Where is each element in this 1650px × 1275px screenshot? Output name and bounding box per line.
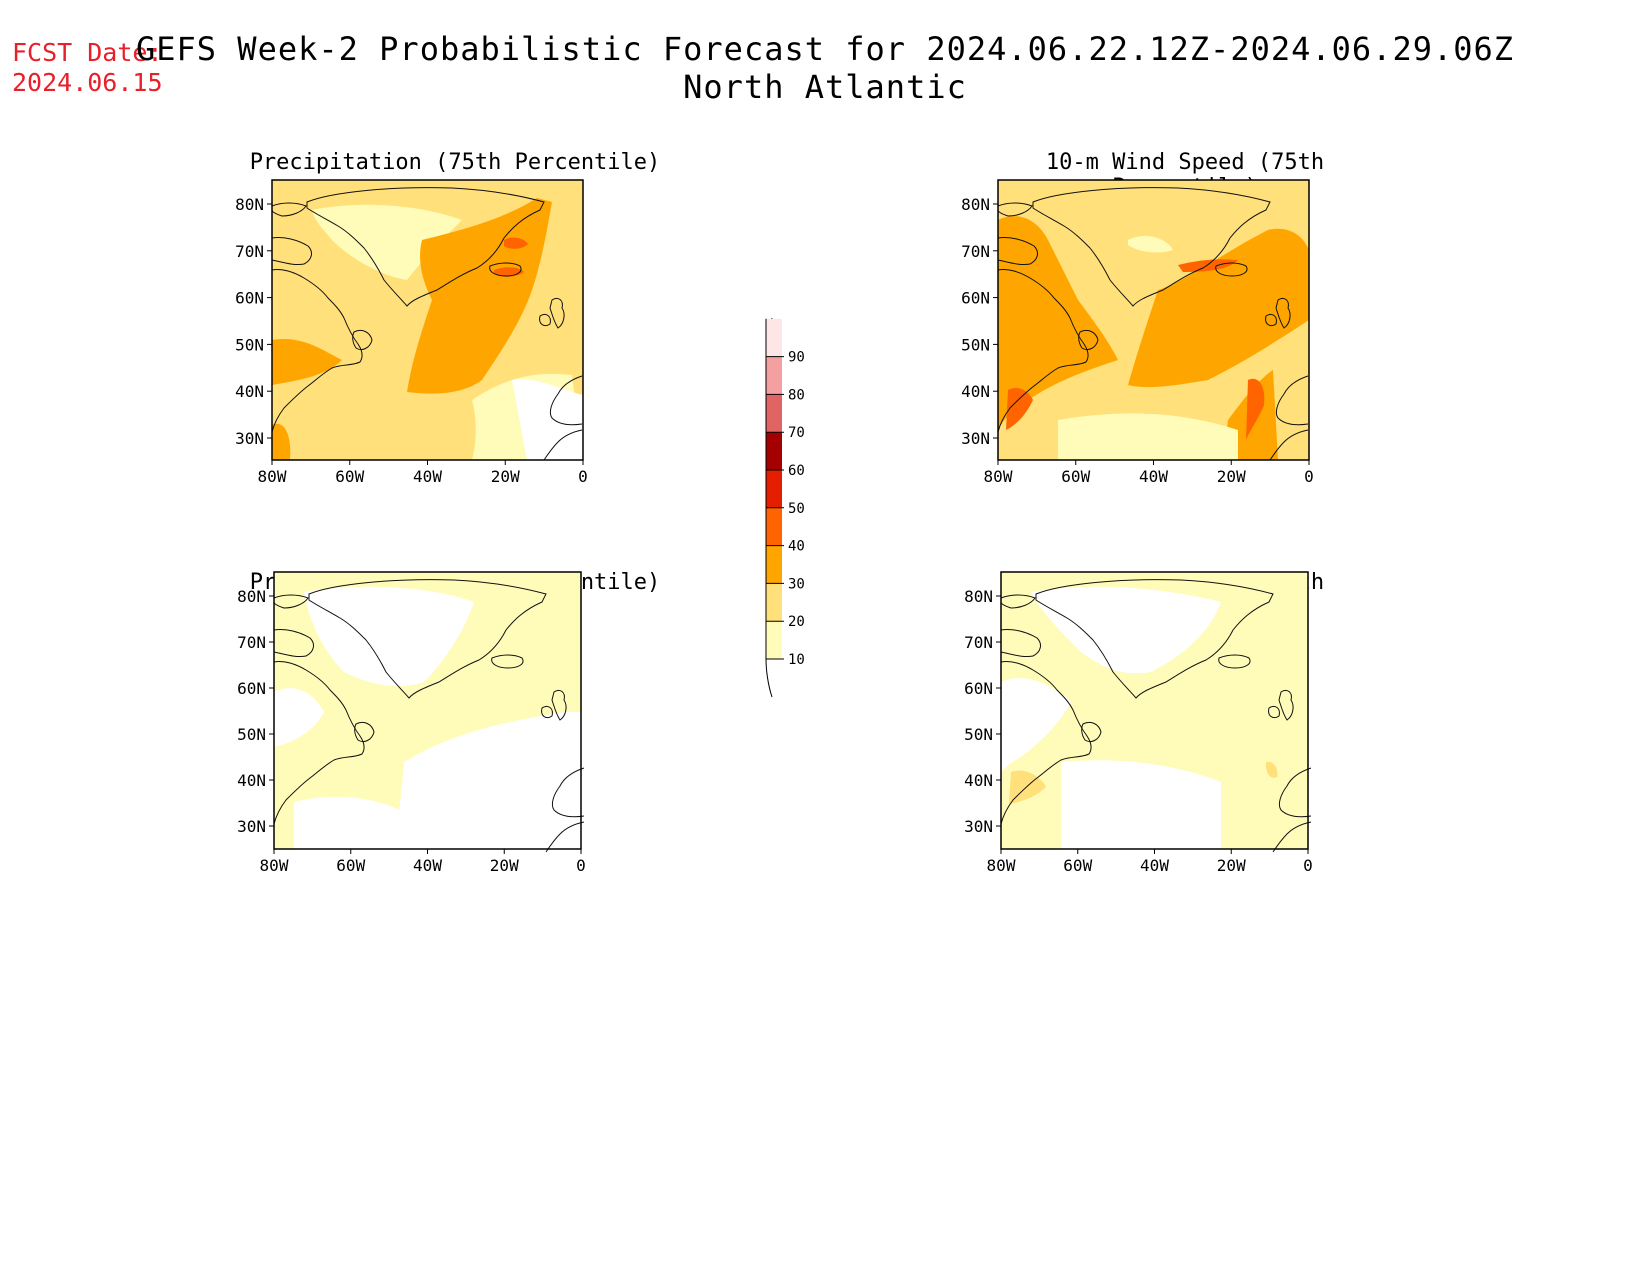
colorbar-label: 80 (788, 387, 805, 403)
title-line-2: North Atlantic (683, 68, 967, 106)
colorbar-swatch (766, 470, 782, 508)
lat-label: 80N (237, 587, 266, 606)
colorbar-swatch (766, 583, 782, 622)
lat-label: 30N (961, 429, 990, 448)
lon-label: 40W (413, 856, 442, 875)
lon-label: 80W (260, 856, 289, 875)
lon-label: 40W (1140, 856, 1169, 875)
forecast-date: FCST Date: 2024.06.15 (12, 38, 163, 98)
lon-label: 0 (1304, 467, 1314, 486)
lat-label: 60N (964, 679, 993, 698)
colorbar-label: 20 (788, 614, 805, 630)
lon-label: 20W (491, 467, 520, 486)
lat-label: 60N (235, 289, 264, 308)
colorbar-label: 60 (788, 463, 805, 479)
title-line-1: GEFS Week-2 Probabilistic Forecast for 2… (135, 30, 1515, 68)
map-wind90 (1000, 571, 1312, 853)
lat-label: 50N (961, 335, 990, 354)
lat-label: 30N (235, 429, 264, 448)
colorbar-swatch (766, 356, 782, 395)
lat-label: 60N (237, 679, 266, 698)
lon-label: 60W (1061, 467, 1090, 486)
main-title: GEFS Week-2 Probabilistic Forecast for 2… (0, 30, 1650, 106)
lat-label: 70N (961, 242, 990, 261)
lon-label: 0 (576, 856, 586, 875)
lon-label: 40W (1139, 467, 1168, 486)
lon-label: 60W (336, 856, 365, 875)
lon-label: 20W (490, 856, 519, 875)
colorbar-swatch (766, 507, 782, 546)
lat-label: 30N (964, 817, 993, 836)
lon-label: 40W (413, 467, 442, 486)
lat-label: 40N (961, 382, 990, 401)
lat-label: 80N (235, 195, 264, 214)
lat-label: 30N (237, 817, 266, 836)
lon-label: 60W (1063, 856, 1092, 875)
map-wind75 (997, 179, 1310, 461)
colorbar: 10 20 30 40 50 60 70 80 90 (765, 317, 805, 698)
lat-label: 50N (235, 335, 264, 354)
colorbar-swatch (766, 621, 782, 659)
lon-label: 80W (984, 467, 1013, 486)
map-precip90 (273, 571, 585, 853)
map-precip75 (271, 179, 584, 461)
colorbar-swatch (766, 394, 782, 433)
lat-label: 70N (235, 242, 264, 261)
colorbar-label: 40 (788, 539, 805, 555)
lat-label: 60N (961, 289, 990, 308)
lon-label: 80W (258, 467, 287, 486)
lat-label: 80N (961, 195, 990, 214)
lat-label: 40N (237, 771, 266, 790)
colorbar-label: 90 (788, 350, 805, 366)
lat-label: 50N (964, 725, 993, 744)
lat-label: 40N (235, 382, 264, 401)
forecast-date-label: FCST Date: (12, 38, 163, 67)
colorbar-swatch (766, 318, 782, 357)
lon-label: 60W (335, 467, 364, 486)
axis-labels: 80N 70N 60N 50N 40N 30N 80W 60W 40W 20W 0 80N 70N 60N… (235, 195, 1314, 875)
lat-label: 40N (964, 771, 993, 790)
lat-label: 70N (964, 633, 993, 652)
lon-label: 0 (578, 467, 588, 486)
lon-label: 20W (1217, 467, 1246, 486)
colorbar-swatch (766, 432, 782, 470)
lon-label: 0 (1303, 856, 1313, 875)
panel-title-precip75: Precipitation (75th Percentile) (249, 150, 661, 175)
lon-label: 20W (1217, 856, 1246, 875)
colorbar-label: 30 (788, 576, 805, 592)
lon-label: 80W (987, 856, 1016, 875)
lat-label: 80N (964, 587, 993, 606)
lat-label: 70N (237, 633, 266, 652)
colorbar-label: 10 (788, 652, 805, 668)
lat-label: 50N (237, 725, 266, 744)
colorbar-label: 50 (788, 501, 805, 517)
colorbar-swatch (766, 545, 782, 584)
forecast-date-value: 2024.06.15 (12, 68, 163, 97)
colorbar-label: 70 (788, 425, 805, 441)
